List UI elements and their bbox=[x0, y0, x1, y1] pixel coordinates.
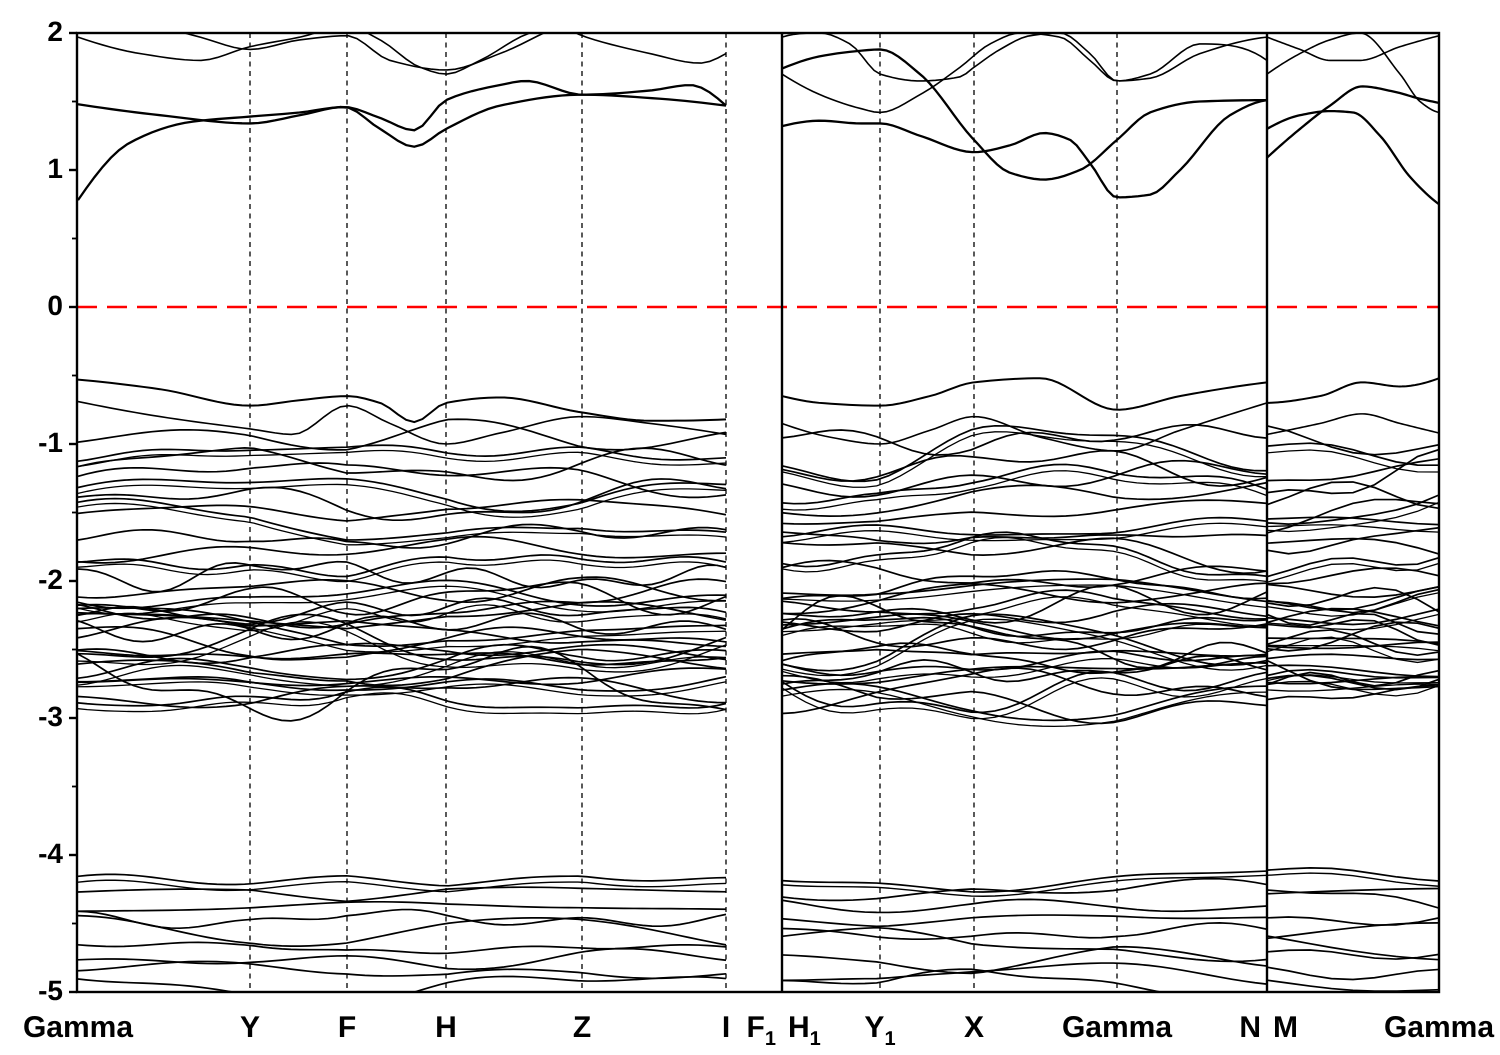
svg-text:X: X bbox=[964, 1011, 984, 1044]
svg-text:-3: -3 bbox=[38, 701, 63, 732]
svg-text:-2: -2 bbox=[38, 564, 63, 595]
svg-text:N: N bbox=[1239, 1011, 1261, 1044]
svg-text:I: I bbox=[722, 1011, 730, 1044]
svg-text:F: F bbox=[338, 1011, 356, 1044]
svg-text:-1: -1 bbox=[38, 427, 63, 458]
svg-text:M: M bbox=[1273, 1011, 1298, 1044]
svg-text:Gamma: Gamma bbox=[1062, 1011, 1172, 1044]
svg-text:Y: Y bbox=[240, 1011, 260, 1044]
svg-text:0: 0 bbox=[47, 290, 63, 321]
svg-text:-5: -5 bbox=[38, 975, 63, 1006]
svg-text:2: 2 bbox=[47, 16, 63, 47]
svg-text:-4: -4 bbox=[38, 838, 63, 869]
svg-text:Gamma: Gamma bbox=[1384, 1011, 1494, 1044]
svg-text:Z: Z bbox=[573, 1011, 591, 1044]
svg-text:1: 1 bbox=[47, 153, 63, 184]
svg-text:Gamma: Gamma bbox=[23, 1011, 133, 1044]
svg-text:H: H bbox=[435, 1011, 457, 1044]
